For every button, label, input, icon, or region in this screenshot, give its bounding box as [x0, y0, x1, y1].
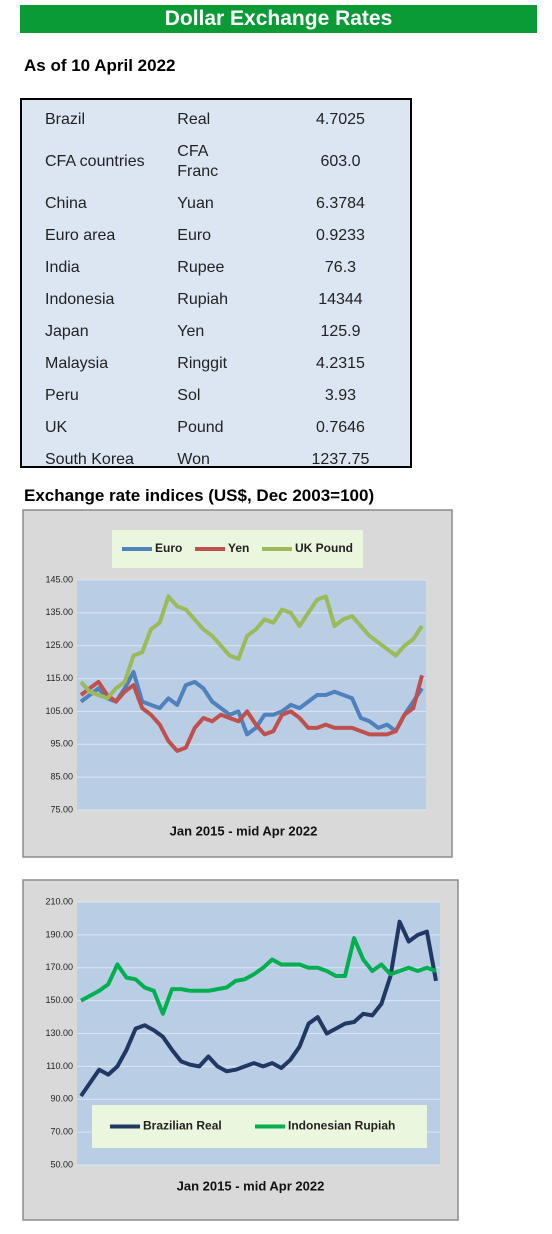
- currency: Yen: [177, 316, 271, 348]
- y-tick-label: 210.00: [45, 896, 73, 906]
- section-title: Exchange rate indices (US$, Dec 2003=100…: [24, 486, 375, 505]
- currency: Won: [177, 444, 271, 476]
- currency: Rupiah: [177, 284, 271, 316]
- country: India: [45, 259, 80, 276]
- y-tick-label: 190.00: [45, 929, 73, 939]
- legend-label: Brazilian Real: [143, 1119, 222, 1133]
- currency-text: Won: [177, 451, 210, 468]
- currency: Euro: [177, 220, 271, 252]
- currency-text: Real: [177, 111, 211, 128]
- y-tick-label: 110.00: [46, 1061, 73, 1071]
- y-tick-label: 75.00: [50, 804, 73, 814]
- country: CFA countries: [45, 153, 145, 170]
- currency-text: Pound: [177, 419, 224, 436]
- y-tick-label: 150.00: [45, 995, 73, 1005]
- y-tick-label: 135.00: [45, 607, 73, 617]
- currency: Ringgit: [177, 348, 271, 380]
- country: Indonesia: [45, 291, 115, 308]
- page-title: Dollar Exchange Rates: [20, 5, 537, 33]
- table-row: Peru Sol 3.93: [22, 380, 410, 412]
- country: Malaysia: [45, 355, 109, 372]
- country: Japan: [45, 323, 89, 340]
- series-line: [79, 594, 424, 701]
- y-tick-label: 105.00: [45, 706, 73, 716]
- chart-caption: Jan 2015 - mid Apr 2022: [170, 823, 318, 838]
- legend-label: Indonesian Rupiah: [288, 1119, 395, 1133]
- currency-text: Euro: [177, 227, 212, 244]
- rate: 1237.75: [311, 451, 370, 468]
- y-tick-label: 145.00: [45, 574, 73, 584]
- country: Euro area: [45, 227, 116, 244]
- currency: Pound: [177, 412, 271, 444]
- table-row: CFA countries CFA Franc 603.0: [22, 136, 410, 188]
- currency-text: Rupiah: [177, 291, 228, 308]
- table-row: Brazil Real 4.7025: [22, 104, 410, 136]
- series-line: [80, 936, 437, 1016]
- currency: CFA Franc: [177, 136, 271, 188]
- y-tick-label: 170.00: [45, 962, 73, 972]
- currency-text: Yuan: [177, 195, 214, 212]
- legend-box: [112, 530, 363, 568]
- currency: Real: [177, 104, 271, 136]
- series-line: [79, 670, 424, 737]
- y-tick-label: 50.00: [50, 1159, 73, 1169]
- rate: 14344: [318, 291, 363, 308]
- chart: 75.00 85.00 95.00 105.00 115.00 125.00 135.00 1…: [22, 509, 453, 858]
- rate: 0.9233: [315, 227, 365, 244]
- table-row: South Korea Won 1237.75: [22, 444, 410, 476]
- table-row: Euro area Euro 0.9233: [22, 220, 410, 252]
- table-row: Malaysia Ringgit 4.2315: [22, 348, 410, 380]
- currency-text: Sol: [177, 387, 201, 404]
- rate: 76.3: [324, 259, 357, 276]
- country: Peru: [45, 387, 79, 404]
- table-row: Indonesia Rupiah 14344: [22, 284, 410, 316]
- rate: 4.7025: [315, 111, 365, 128]
- table-row: UK Pound 0.7646: [22, 412, 410, 444]
- y-tick-label: 95.00: [50, 739, 73, 749]
- legend-label: Yen: [228, 541, 249, 555]
- country: China: [45, 195, 87, 212]
- currency-text: CFA Franc: [177, 143, 219, 180]
- currency: Yuan: [177, 188, 271, 220]
- rate: 125.9: [320, 323, 361, 340]
- country: UK: [45, 419, 68, 436]
- rate: 6.3784: [315, 195, 365, 212]
- currency-text: Rupee: [177, 259, 225, 276]
- rates-table: Brazil Real 4.7025 CFA countries CFA Franc 60…: [20, 98, 412, 468]
- y-tick-label: 115.00: [46, 673, 73, 683]
- rate: 603.0: [320, 153, 361, 170]
- plot-area: [77, 580, 426, 810]
- legend-label: Euro: [155, 541, 182, 555]
- y-tick-label: 90.00: [50, 1094, 73, 1104]
- chart-caption: Jan 2015 - mid Apr 2022: [177, 1178, 325, 1193]
- y-tick-label: 70.00: [50, 1127, 73, 1137]
- table-row: India Rupee 76.3: [22, 252, 410, 284]
- legend-label: UK Pound: [295, 541, 353, 555]
- y-tick-label: 85.00: [50, 772, 73, 782]
- chart: 50.00 70.00 90.00 110.00 130.00 150.00 170.00 1…: [22, 879, 459, 1221]
- currency-text: Ringgit: [177, 355, 228, 372]
- series-line: [79, 919, 438, 1098]
- table-row: Japan Yen 125.9: [22, 316, 410, 348]
- table-row: China Yuan 6.3784: [22, 188, 410, 220]
- currency: Sol: [177, 380, 271, 412]
- y-tick-label: 125.00: [45, 640, 73, 650]
- country: South Korea: [45, 451, 134, 468]
- series-line: [79, 674, 424, 753]
- y-tick-label: 130.00: [45, 1028, 73, 1038]
- subtitle: As of 10 April 2022: [24, 56, 176, 75]
- country: Brazil: [45, 111, 86, 128]
- currency-text: Yen: [177, 323, 205, 340]
- currency: Rupee: [177, 252, 271, 284]
- rate: 4.2315: [315, 355, 365, 372]
- rate: 0.7646: [315, 419, 365, 436]
- rate: 3.93: [324, 387, 357, 404]
